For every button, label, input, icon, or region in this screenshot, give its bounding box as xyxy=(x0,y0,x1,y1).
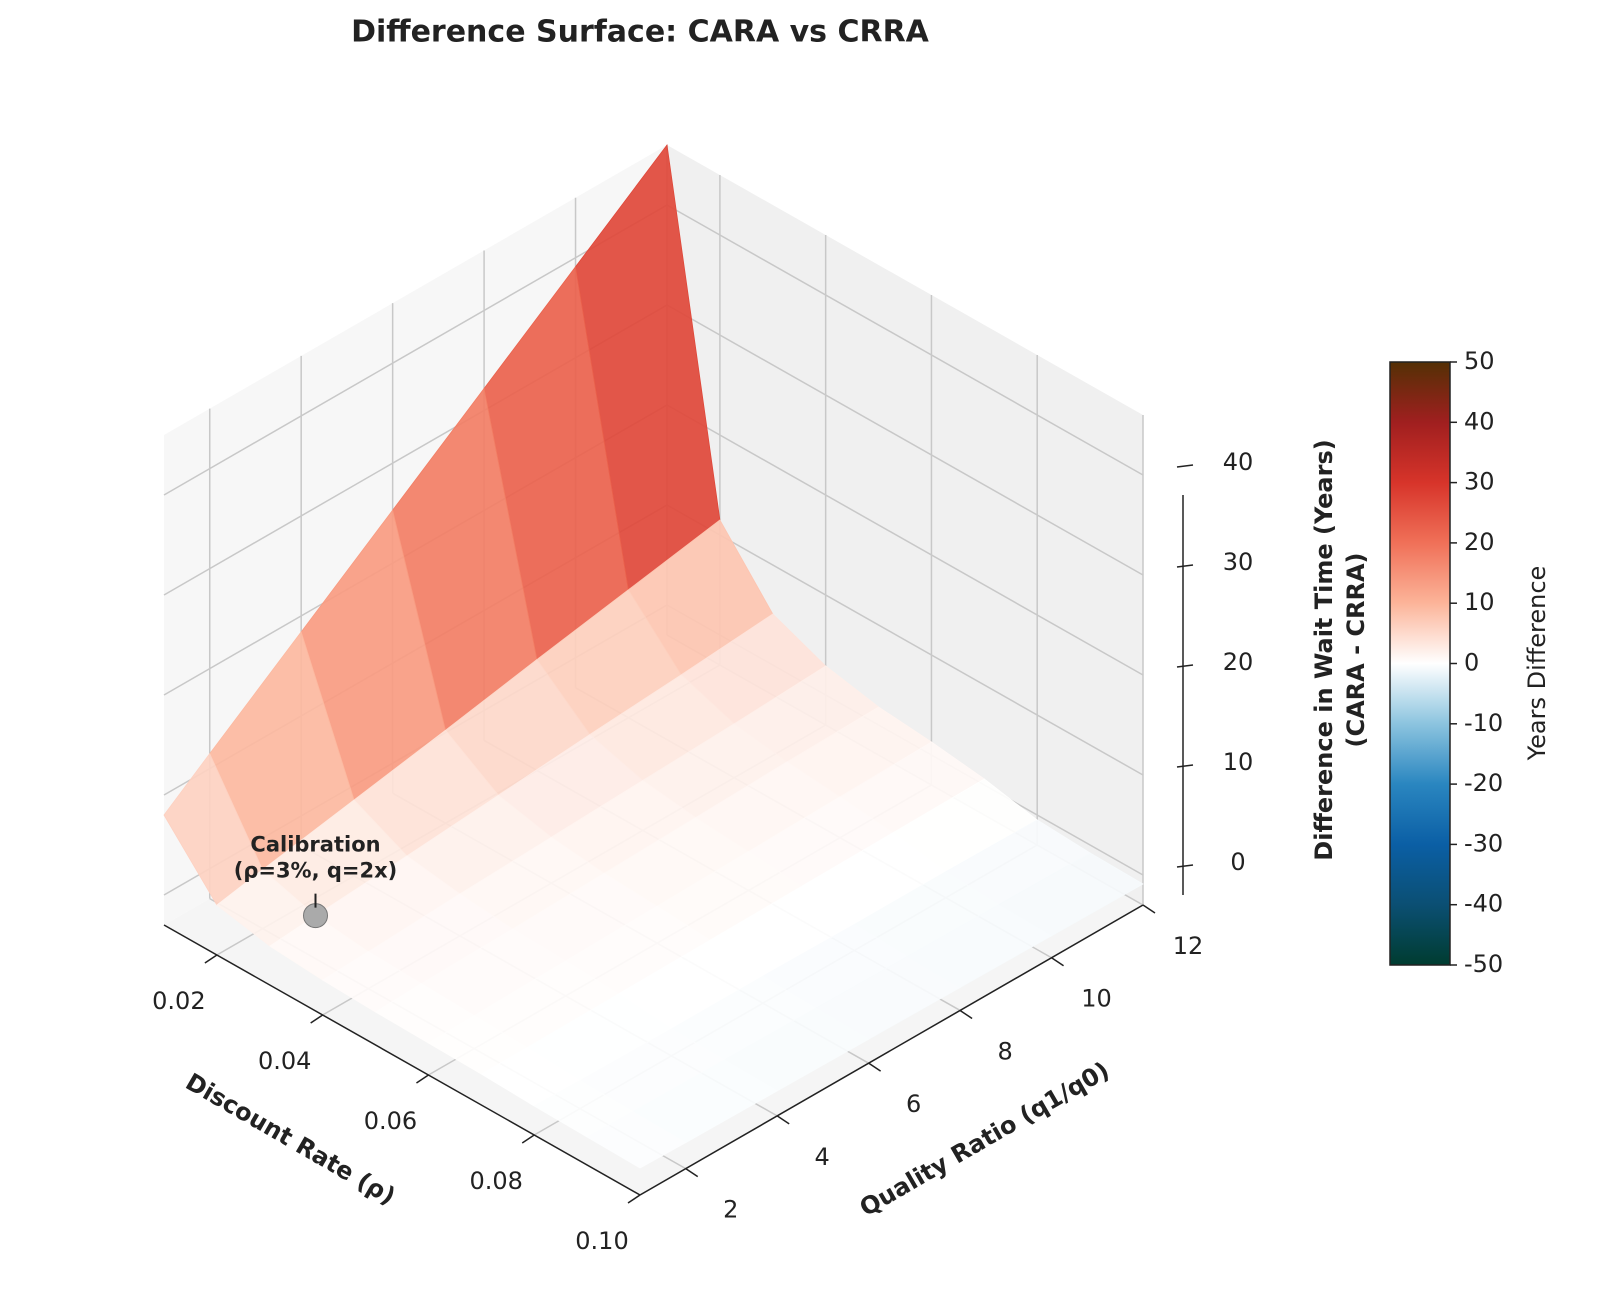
z-axis-label: Difference in Wait Time (Years) xyxy=(1310,439,1338,860)
y-tick xyxy=(959,1009,973,1020)
colorbar xyxy=(1389,361,1451,966)
grid-line xyxy=(666,504,1144,776)
y-tick xyxy=(776,1115,790,1125)
z-tick-label: 20 xyxy=(1223,648,1254,676)
axis-line xyxy=(639,904,1144,1196)
colorbar-tick-label: -50 xyxy=(1464,950,1503,978)
z-tick-label: 30 xyxy=(1223,548,1254,576)
surface-patch xyxy=(586,1111,687,1169)
y-axis-label: Quality Ratio (q1/q0) xyxy=(855,1056,1114,1222)
y-tick-label: 6 xyxy=(906,1090,921,1118)
colorbar-tick-label: 40 xyxy=(1464,407,1495,435)
y-tick xyxy=(685,1168,699,1178)
grid-line xyxy=(666,404,1144,676)
x-tick-label: 0.06 xyxy=(364,1107,417,1135)
z-tick-label: 40 xyxy=(1223,448,1254,476)
z-tick-label: 10 xyxy=(1223,748,1254,776)
z-tick-label: 0 xyxy=(1230,848,1245,876)
y-tick-label: 10 xyxy=(1081,985,1112,1013)
z-tick xyxy=(1176,664,1194,668)
y-tick-label: 2 xyxy=(723,1196,738,1224)
axis-line xyxy=(163,924,641,1196)
x-tick-label: 0.10 xyxy=(575,1227,628,1255)
x-tick xyxy=(627,1194,641,1204)
colorbar-tick-label: -40 xyxy=(1464,890,1503,918)
grid-line xyxy=(163,204,668,496)
colorbar-label: Years Difference xyxy=(1523,566,1551,762)
x-tick xyxy=(521,1134,535,1144)
grid-line xyxy=(666,304,1144,576)
colorbar-tick-label: 10 xyxy=(1464,588,1495,616)
x-tick-label: 0.02 xyxy=(152,987,205,1015)
colorbar-tick-label: 50 xyxy=(1464,347,1495,375)
annotation-text: (ρ=3%, q=2x) xyxy=(234,859,398,883)
colorbar-tick-label: -20 xyxy=(1464,769,1503,797)
x-tick-label: 0.04 xyxy=(258,1047,311,1075)
z-axis-label: (CARA - CRRA) xyxy=(1342,553,1370,748)
grid-line xyxy=(666,204,1144,476)
chart-title: Difference Surface: CARA vs CRRA xyxy=(351,15,930,50)
z-tick xyxy=(1176,464,1194,468)
x-tick xyxy=(204,954,218,964)
colorbar-tick-label: 0 xyxy=(1464,649,1479,677)
colorbar-tick-label: -10 xyxy=(1464,709,1503,737)
x-tick xyxy=(310,1014,324,1024)
colorbar-tick-label: 30 xyxy=(1464,468,1495,496)
y-tick-label: 4 xyxy=(815,1143,830,1171)
x-axis-label: Discount Rate (ρ) xyxy=(181,1068,400,1211)
right-wall xyxy=(667,145,1143,905)
y-tick xyxy=(1142,904,1156,914)
z-tick xyxy=(1176,564,1194,568)
y-tick xyxy=(1051,957,1064,967)
y-tick xyxy=(868,1062,882,1072)
colorbar-tick-label: -30 xyxy=(1464,829,1503,857)
z-tick xyxy=(1176,864,1194,868)
x-tick xyxy=(416,1074,429,1084)
colorbar-tick-label: 20 xyxy=(1464,528,1495,556)
surface xyxy=(163,143,1144,1169)
y-tick-label: 12 xyxy=(1173,932,1204,960)
y-tick-label: 8 xyxy=(997,1037,1012,1065)
annotation-text: Calibration xyxy=(250,833,380,857)
z-tick xyxy=(1176,764,1194,768)
x-tick-label: 0.08 xyxy=(470,1167,523,1195)
